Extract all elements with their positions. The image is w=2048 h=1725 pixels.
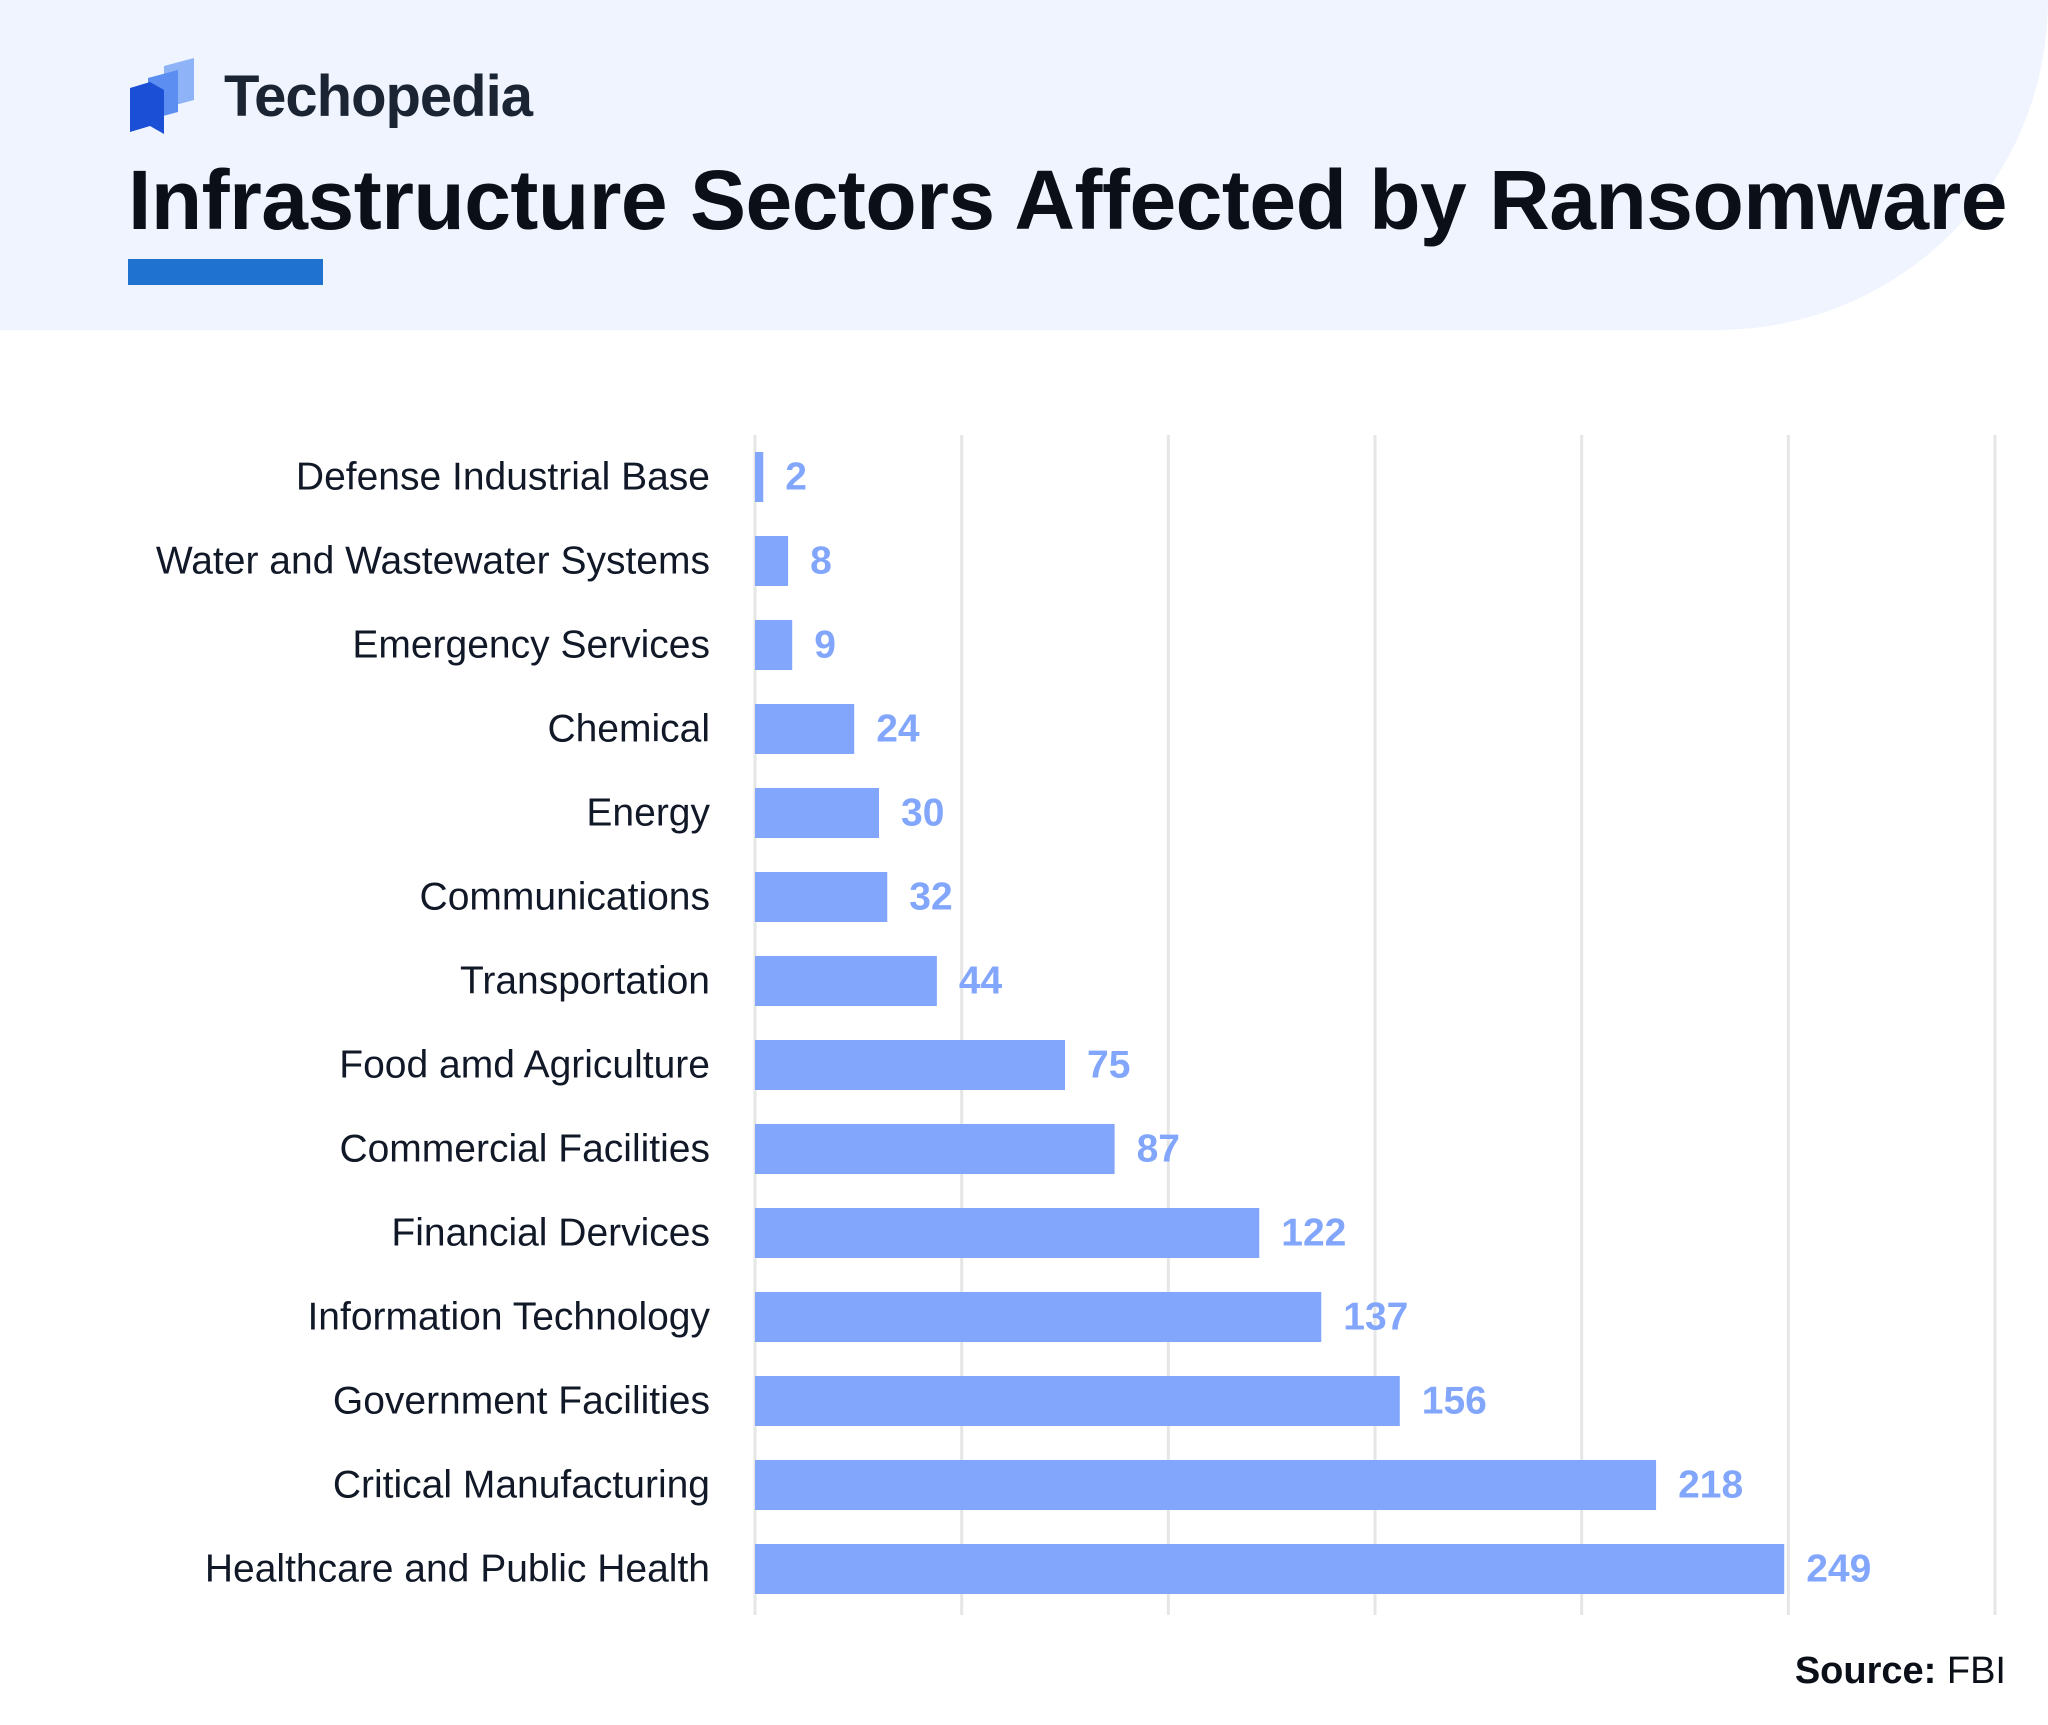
- data-label: 249: [1806, 1548, 1871, 1591]
- category-label: Food amd Agriculture: [339, 1044, 710, 1087]
- category-label: Commercial Facilities: [339, 1128, 710, 1171]
- bar: [755, 788, 879, 838]
- category-label: Emergency Services: [352, 624, 710, 667]
- category-label: Transportation: [460, 960, 710, 1003]
- bar: [755, 1544, 1785, 1594]
- bar: [755, 872, 888, 922]
- brand-logo: Techopedia: [128, 58, 533, 134]
- bar: [755, 1040, 1065, 1090]
- page-title: Infrastructure Sectors Affected by Ranso…: [128, 153, 2007, 247]
- data-label: 9: [814, 624, 836, 667]
- data-label: 122: [1281, 1212, 1346, 1255]
- category-label: Water and Wastewater Systems: [156, 540, 710, 583]
- data-label: 87: [1137, 1128, 1180, 1171]
- techopedia-logo-icon: [130, 58, 194, 134]
- category-label: Defense Industrial Base: [296, 456, 710, 499]
- category-label: Information Technology: [307, 1296, 710, 1339]
- brand-name: Techopedia: [224, 63, 533, 129]
- category-label: Government Facilities: [333, 1380, 710, 1423]
- category-label: Chemical: [547, 708, 710, 751]
- data-label: 2: [785, 456, 807, 499]
- data-label: 30: [901, 792, 944, 835]
- data-label: 32: [909, 876, 952, 919]
- bar: [755, 704, 855, 754]
- category-label: Communications: [420, 876, 710, 919]
- bar: [755, 452, 764, 502]
- bar: [755, 1376, 1400, 1426]
- bar: [755, 1208, 1260, 1258]
- data-label: 137: [1343, 1296, 1408, 1339]
- source-value: FBI: [1946, 1650, 2006, 1692]
- bar-chart: Defense Industrial Base 2 Water and Wastew…: [156, 435, 1997, 1615]
- bar: [755, 536, 789, 586]
- source-label: Source:: [1794, 1650, 1937, 1692]
- bar: [755, 620, 793, 670]
- data-label: 75: [1087, 1044, 1130, 1087]
- bar: [755, 1292, 1322, 1342]
- bar: [755, 1124, 1115, 1174]
- bar: [755, 1460, 1657, 1510]
- data-label: 218: [1678, 1464, 1743, 1507]
- header-background: [0, 0, 2048, 330]
- bar: [755, 956, 937, 1006]
- category-label: Financial Dervices: [391, 1212, 710, 1255]
- data-label: 24: [876, 708, 920, 751]
- data-label: 44: [959, 960, 1003, 1003]
- title-underline: [128, 259, 323, 285]
- data-label: 8: [810, 540, 832, 583]
- data-label: 156: [1422, 1380, 1487, 1423]
- source-note: Source: FBI: [1795, 1650, 2006, 1693]
- category-label: Critical Manufacturing: [333, 1464, 710, 1507]
- category-label: Energy: [586, 792, 710, 835]
- category-label: Healthcare and Public Health: [205, 1548, 710, 1591]
